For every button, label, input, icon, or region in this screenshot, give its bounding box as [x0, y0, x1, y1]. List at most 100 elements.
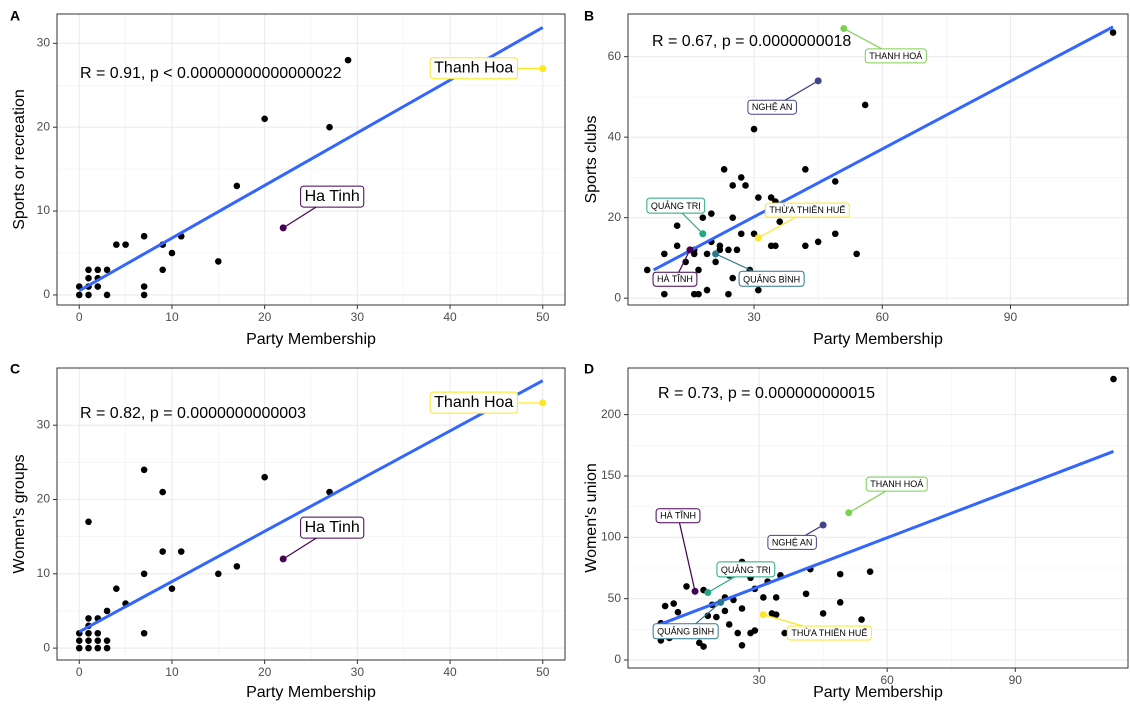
point	[733, 246, 741, 254]
y-axis-title: Women's groups	[11, 454, 28, 573]
point	[725, 621, 733, 628]
label-box: Thanh Hoa	[429, 57, 518, 80]
point	[729, 214, 737, 221]
point	[750, 230, 758, 238]
point	[159, 548, 166, 555]
point-label: HÀ TĨNH	[660, 511, 696, 521]
point	[94, 266, 102, 274]
point	[661, 602, 669, 610]
label-background	[429, 391, 518, 414]
fit-line	[656, 450, 1115, 628]
point	[853, 250, 860, 258]
label-box: THANH HOÁ	[865, 476, 928, 492]
x-tick-label: 50	[536, 665, 550, 679]
point	[214, 258, 222, 265]
x-tick-label: 30	[747, 310, 761, 324]
point	[720, 166, 728, 173]
point	[703, 286, 711, 294]
highlight-point	[840, 24, 848, 32]
point	[721, 607, 729, 615]
point	[729, 274, 737, 282]
fit-line	[652, 25, 1114, 272]
point-label: NGHỆ AN	[752, 102, 793, 112]
annotation: R = 0.67, p = 0.0000000018	[652, 33, 851, 50]
label-box: THỪA THIÊN HUẾ	[764, 202, 850, 218]
highlight-point	[699, 230, 707, 238]
label-box: Ha Tinh	[300, 516, 365, 539]
label-box: QUẢNG BÌNH	[652, 623, 719, 640]
highlight-point	[539, 399, 547, 407]
x-tick-label: 90	[1009, 673, 1023, 687]
panel-label: B	[584, 8, 594, 24]
point	[696, 639, 703, 647]
highlight-point	[691, 587, 699, 595]
point-label: Thanh Hoa	[434, 394, 513, 411]
point	[168, 249, 176, 257]
point	[1109, 29, 1117, 36]
point-label: Thanh Hoa	[434, 60, 513, 77]
y-tick-label: 50	[608, 591, 622, 605]
annotation: R = 0.73, p = 0.000000000015	[658, 385, 875, 402]
label-background	[652, 623, 719, 640]
point	[75, 291, 83, 299]
point	[75, 644, 83, 652]
y-tick-label: 10	[37, 566, 51, 580]
point	[140, 232, 148, 240]
point	[737, 174, 745, 181]
x-tick-label: 40	[443, 310, 457, 324]
fit-line	[78, 379, 544, 634]
label-background	[864, 48, 927, 64]
plot-background	[628, 368, 1128, 668]
point	[103, 644, 111, 652]
point	[802, 590, 810, 598]
point	[122, 241, 129, 248]
y-tick-label: 200	[601, 407, 621, 421]
point	[708, 210, 715, 217]
x-tick-label: 10	[165, 665, 179, 679]
label-box: HÀ TĨNH	[655, 508, 701, 524]
point	[103, 637, 111, 644]
point	[85, 518, 92, 526]
point-label: QUẢNG TRỊ	[651, 200, 701, 211]
label-background	[767, 534, 817, 550]
point	[344, 56, 352, 64]
point	[643, 266, 651, 274]
highlight-point	[686, 246, 694, 254]
label-box: QUẢNG BÌNH	[738, 270, 805, 287]
x-tick-label: 30	[351, 310, 365, 324]
plot-border	[627, 367, 1129, 669]
highlight-point	[814, 77, 822, 85]
y-tick-label: 0	[614, 290, 621, 304]
label-background	[716, 561, 776, 578]
point	[103, 266, 111, 274]
point	[772, 242, 779, 250]
y-axis-title: Sports clubs	[583, 115, 600, 203]
point	[861, 101, 869, 109]
point	[819, 610, 827, 617]
y-tick-label: 60	[608, 49, 622, 63]
y-tick-label: 10	[37, 203, 51, 217]
panel-label: A	[10, 8, 20, 24]
point	[695, 290, 702, 298]
point	[261, 473, 268, 481]
y-tick-label: 0	[43, 640, 50, 654]
x-tick-label: 0	[76, 310, 83, 324]
point	[716, 246, 724, 254]
highlight-point	[539, 65, 547, 73]
y-tick-label: 30	[37, 417, 51, 431]
point	[261, 115, 268, 123]
point	[738, 605, 746, 612]
label-background	[655, 508, 701, 524]
point-label: THANH HOÁ	[870, 479, 923, 489]
x-tick-label: 10	[165, 310, 179, 324]
y-tick-label: 20	[608, 210, 622, 224]
point	[85, 629, 92, 637]
point	[772, 594, 780, 601]
point-label: Ha Tinh	[305, 188, 360, 205]
point	[742, 182, 749, 189]
point	[755, 194, 762, 201]
point	[781, 629, 789, 637]
y-tick-label: 30	[37, 36, 51, 50]
annotation: R = 0.91, p < 0.00000000000000022	[80, 65, 342, 82]
label-background	[865, 476, 928, 492]
